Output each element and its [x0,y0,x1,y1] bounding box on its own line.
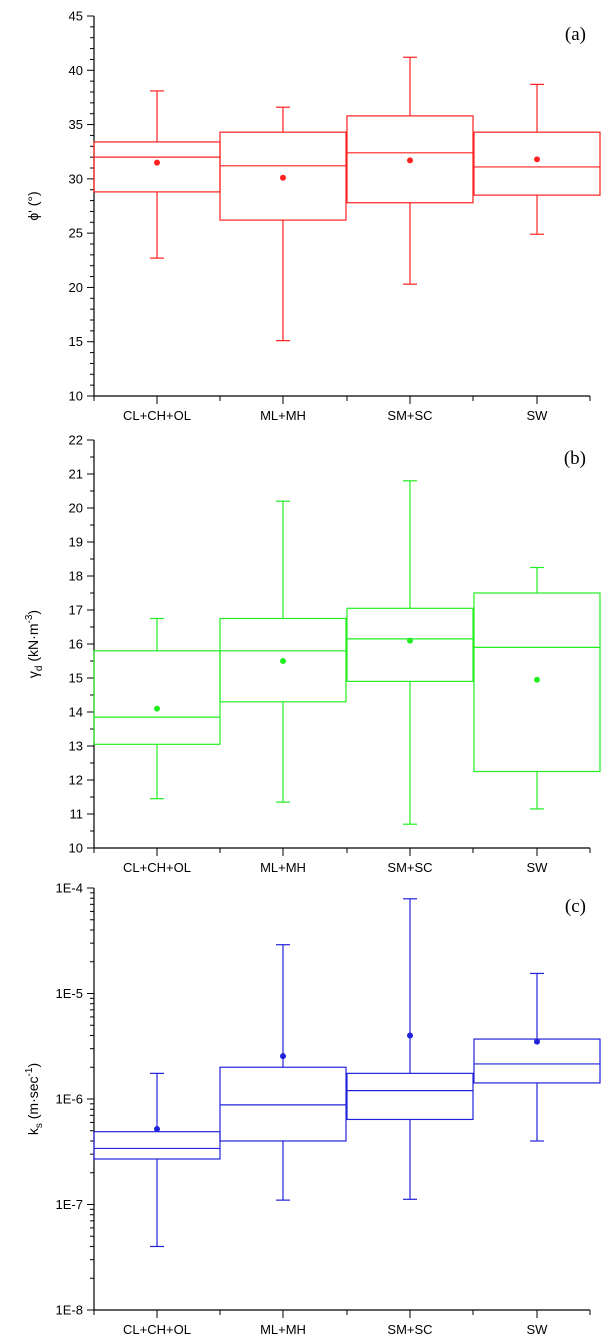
iqr-box [219,131,347,221]
box-sm-sc [346,56,474,285]
y-tick-label: 15 [69,671,83,686]
iqr-box [93,1131,221,1160]
y-tick-label: 30 [69,171,83,186]
mean-marker [154,705,160,712]
y-tick-label: 17 [69,603,83,618]
x-tick-label: ML+MH [260,408,306,423]
y-tick-label: 45 [69,9,83,24]
mean-marker [407,1032,413,1039]
panel-label: (c) [565,896,586,917]
iqr-box [93,141,221,193]
y-tick-label: 10 [69,389,83,404]
box-ml-mh [219,106,347,342]
chart-panel-1: 10 15 20 25 30 35 40 45 CL+CH+OL ML+MH SM+SC SW (a) ϕ… [25,9,601,423]
iqr-box [346,1072,474,1121]
mean-marker [154,1125,160,1132]
panel-label: (b) [564,448,586,469]
mean-marker [280,174,286,181]
mean-marker [407,157,413,164]
iqr-box [93,650,221,745]
y-tick-label: 1E-6 [56,1092,83,1107]
y-axis-title: ks (m·sec-1) [24,1063,45,1135]
box-cl-ch-ol [93,1072,221,1248]
y-tick-label: 14 [69,705,83,720]
y-tick-label: 19 [69,535,83,550]
y-tick-label: 11 [70,807,84,822]
x-tick-label: ML+MH [260,860,306,875]
y-tick-label: 16 [69,637,83,652]
box-sw [473,972,601,1142]
y-axis-title: ϕ' (°) [25,191,41,220]
x-tick-label: SM+SC [387,860,432,875]
y-tick-label: 1E-5 [56,986,83,1001]
chart-panel-2: 10 11 12 13 14 15 16 17 18 19 20 21 22 CL+CH+OL ML+MH S… [24,433,601,875]
iqr-box [346,607,474,682]
mean-marker [154,159,160,166]
x-tick-label: SW [527,860,549,875]
y-axis-title: γd (kN·m-3) [24,610,45,678]
y-tick-label: 1E-4 [56,881,83,896]
iqr-box [346,115,474,204]
y-tick-label: 21 [69,467,83,482]
mean-marker [280,658,286,664]
x-tick-label: ML+MH [260,1322,306,1337]
x-tick-label: SM+SC [387,408,432,423]
x-tick-label: CL+CH+OL [123,408,191,423]
panel-label: (a) [565,24,586,45]
box-ml-mh [219,944,347,1201]
box-sw [473,566,601,810]
box-sm-sc [346,480,474,825]
mean-marker [534,156,540,163]
box-sw [473,83,601,235]
box-cl-ch-ol [93,617,221,800]
y-tick-label: 13 [69,739,83,754]
iqr-box [473,131,601,196]
x-tick-label: SW [527,1322,549,1337]
iqr-box [219,617,347,703]
y-tick-label: 25 [69,226,83,241]
y-tick-label: 18 [69,569,83,584]
x-tick-label: SM+SC [387,1322,432,1337]
iqr-box [473,1038,601,1084]
y-tick-label: 20 [69,280,83,295]
box-ml-mh [219,500,347,803]
y-tick-label: 12 [69,773,83,788]
box-sm-sc [346,898,474,1200]
x-tick-label: CL+CH+OL [123,1322,191,1337]
mean-marker [280,1053,286,1060]
mean-marker [407,637,413,644]
y-tick-label: 40 [69,63,83,78]
y-tick-label: 1E-8 [56,1303,83,1318]
y-tick-label: 35 [69,117,83,132]
y-tick-label: 15 [69,334,83,349]
box-cl-ch-ol [93,90,221,259]
y-tick-label: 1E-7 [56,1197,83,1212]
mean-marker [534,1038,540,1045]
y-tick-label: 22 [69,433,83,448]
x-tick-label: SW [527,408,549,423]
chart-panel-3: 1E-8 1E-7 1E-6 1E-5 1E-4 CL+CH+OL ML+MH SM+SC SW… [24,881,601,1337]
y-tick-label: 10 [69,841,83,856]
iqr-box [473,592,601,773]
x-tick-label: CL+CH+OL [123,860,191,875]
iqr-box [219,1066,347,1142]
y-tick-label: 20 [69,501,83,516]
mean-marker [534,676,540,683]
